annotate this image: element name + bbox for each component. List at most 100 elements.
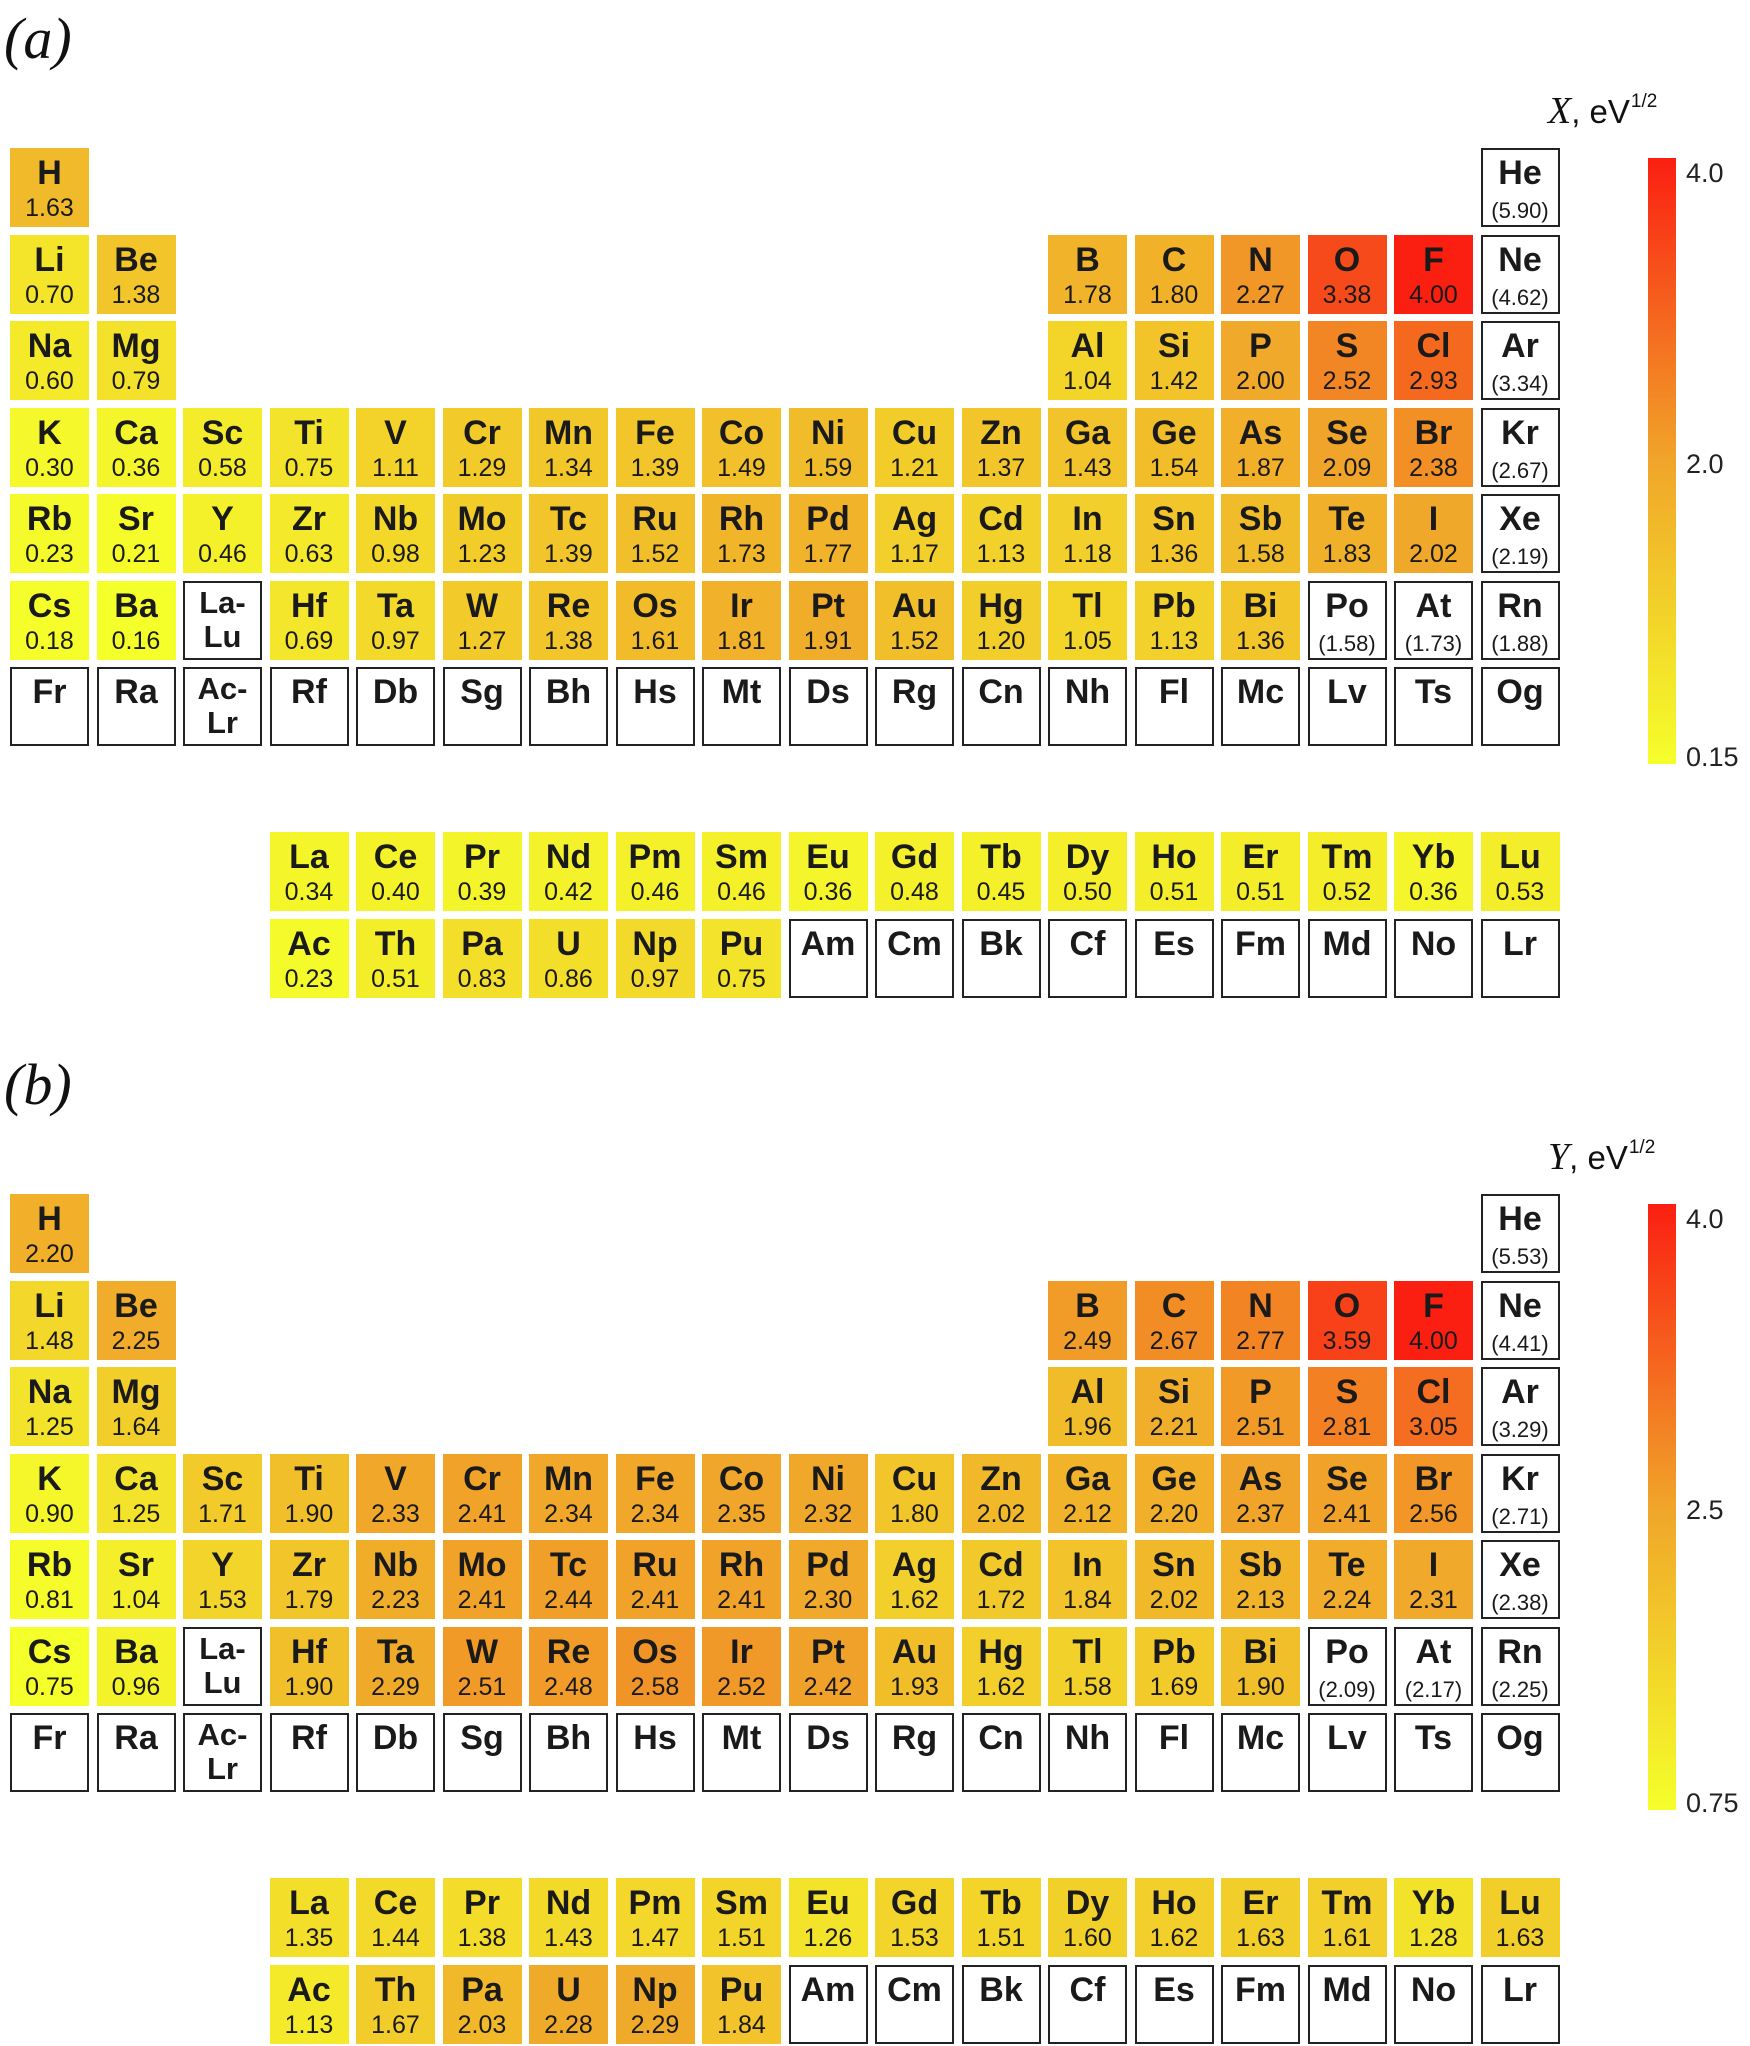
element-cell-re: Re 2.48: [529, 1626, 608, 1706]
element-value: 0.50: [1063, 878, 1112, 906]
element-symbol: Bk: [979, 1970, 1023, 2009]
element-value: (3.34): [1491, 371, 1549, 396]
element-cell-ts: Ts: [1394, 667, 1473, 746]
element-symbol: Dy: [1065, 1884, 1110, 1922]
element-symbol: Pd: [806, 500, 850, 538]
element-symbol: Fm: [1235, 924, 1286, 963]
element-symbol: Hf: [291, 586, 327, 625]
element-value: 1.87: [1236, 453, 1285, 482]
element-value: 1.36: [1149, 540, 1199, 568]
element-symbol: Cs: [27, 1632, 72, 1671]
element-cell-n: N 2.77: [1221, 1280, 1300, 1360]
element-symbol: Nd: [545, 838, 592, 876]
element-value: 2.29: [371, 1672, 420, 1701]
element-cell-br: Br 2.56: [1394, 1453, 1473, 1533]
element-symbol: S: [1335, 1373, 1359, 1411]
element-symbol: F: [1423, 1286, 1444, 1325]
element-symbol: F: [1423, 240, 1444, 279]
element-cell-og: Og: [1480, 1713, 1560, 1792]
element-value: 0.53: [1495, 878, 1545, 906]
element-cell-mt: Mt: [702, 667, 781, 746]
element-cell-h: H 2.20: [10, 1194, 89, 1273]
element-symbol: He: [1498, 1200, 1542, 1238]
element-cell-mo: Mo 1.23: [442, 494, 522, 573]
element-symbol: Sr: [118, 500, 154, 538]
element-cell-es: Es: [1134, 918, 1214, 998]
element-cell-np: Np 0.97: [615, 918, 695, 998]
element-value: (2.19): [1491, 544, 1549, 569]
element-value: 1.83: [1322, 540, 1372, 568]
element-cell-bk: Bk: [961, 918, 1041, 998]
element-cell-fl: Fl: [1134, 1713, 1214, 1792]
element-cell-lr: Lr: [1480, 918, 1560, 998]
element-value: 1.54: [1149, 453, 1199, 482]
element-value: 1.58: [1063, 1672, 1112, 1701]
element-symbol: Ge: [1151, 413, 1197, 452]
element-value: 1.39: [544, 540, 593, 568]
element-value: 0.36: [111, 453, 161, 482]
element-symbol: Dy: [1065, 838, 1110, 876]
element-symbol: Pb: [1152, 586, 1196, 625]
element-cell-sg: Sg: [442, 667, 522, 746]
element-value: 1.20: [976, 626, 1026, 655]
element-cell-tb: Tb 1.51: [961, 1878, 1041, 1957]
element-cell-au: Au 1.93: [875, 1626, 954, 1706]
element-symbol: Po: [1325, 586, 1369, 625]
element-cell-ne: Ne (4.41): [1480, 1280, 1560, 1360]
element-cell-ag: Ag 1.17: [875, 494, 954, 573]
element-cell-na: Na 0.60: [10, 321, 89, 400]
element-cell-lv: Lv: [1307, 1713, 1387, 1792]
element-symbol: Sc: [201, 1459, 244, 1498]
element-symbol: Y: [211, 1546, 234, 1584]
element-cell-se: Se 2.09: [1307, 407, 1387, 487]
element-cell-sr: Sr 1.04: [96, 1540, 176, 1619]
element-cell-b: B 2.49: [1048, 1280, 1127, 1360]
element-symbol: Sm: [715, 1884, 768, 1922]
element-symbol: Os: [632, 586, 678, 625]
element-symbol-part2: Lu: [203, 618, 242, 654]
element-value: (2.25): [1491, 1676, 1549, 1702]
element-symbol: Ge: [1151, 1459, 1197, 1498]
element-value: 1.59: [803, 453, 853, 482]
element-cell-ca: Ca 1.25: [96, 1453, 176, 1533]
element-symbol: U: [556, 924, 581, 963]
element-symbol: I: [1428, 1546, 1439, 1584]
element-value: 0.58: [198, 453, 247, 482]
element-cell-ds: Ds: [788, 1713, 868, 1792]
element-symbol: Cl: [1416, 1373, 1451, 1411]
element-symbol: Cf: [1069, 924, 1106, 963]
element-symbol: Ar: [1501, 1373, 1539, 1411]
element-symbol: Ts: [1414, 673, 1453, 711]
element-value: 3.05: [1409, 1413, 1458, 1441]
element-symbol: Ru: [632, 500, 678, 538]
element-cell-at: At (1.73): [1394, 580, 1473, 660]
element-value: 1.52: [630, 540, 680, 568]
element-symbol: Eu: [806, 1884, 850, 1922]
element-cell-s: S 2.81: [1307, 1367, 1387, 1446]
element-symbol: I: [1428, 500, 1439, 538]
element-cell-y: Y 0.46: [183, 494, 262, 573]
element-cell-pr: Pr 0.39: [442, 832, 522, 911]
element-value: 1.35: [284, 1924, 334, 1952]
element-cell-sn: Sn 2.02: [1134, 1540, 1214, 1619]
element-cell-mg: Mg 1.64: [96, 1367, 176, 1446]
element-symbol: Na: [27, 1373, 72, 1411]
element-symbol: Kr: [1501, 413, 1539, 452]
element-cell-cu: Cu 1.21: [875, 407, 954, 487]
element-symbol: Ta: [376, 1632, 415, 1671]
element-value: 2.29: [630, 2010, 680, 2039]
element-value: 4.00: [1409, 280, 1458, 309]
element-cell-al: Al 1.04: [1048, 321, 1127, 400]
element-cell-xe: Xe (2.19): [1480, 494, 1560, 573]
element-symbol: Be: [114, 240, 158, 279]
element-symbol: Cn: [978, 673, 1024, 711]
element-cell-pr: Pr 1.38: [442, 1878, 522, 1957]
colorbar-quantity: X: [1548, 90, 1572, 132]
element-value: 1.84: [717, 2010, 766, 2039]
element-symbol-part2: Lr: [207, 1751, 238, 1786]
element-value: (5.90): [1491, 198, 1549, 223]
element-symbol: Zr: [292, 1546, 326, 1584]
element-value: 0.30: [25, 453, 74, 482]
element-symbol: Sm: [715, 838, 768, 876]
